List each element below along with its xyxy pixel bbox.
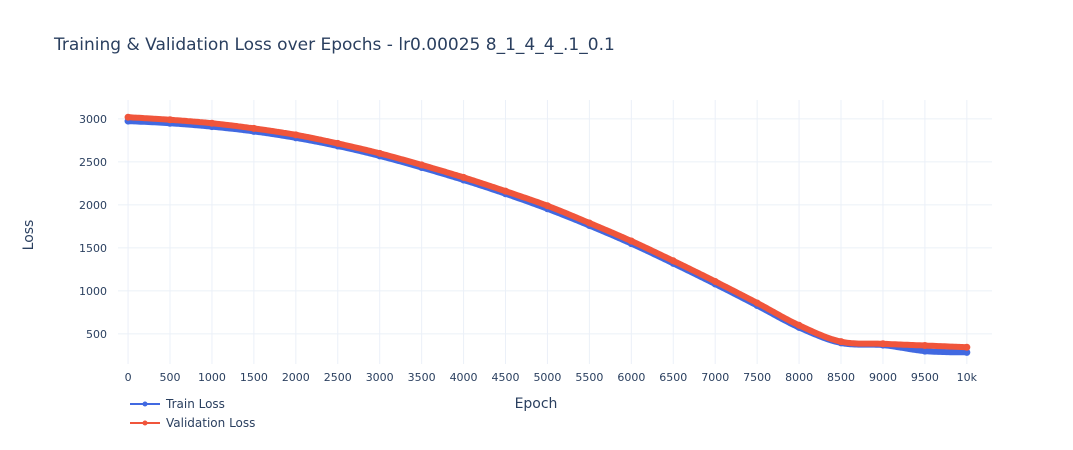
x-tick-label: 3500 bbox=[408, 371, 436, 384]
x-tick-label: 8500 bbox=[827, 371, 855, 384]
data-point bbox=[334, 139, 342, 147]
series-validation-loss bbox=[124, 113, 971, 351]
y-tick-label: 2000 bbox=[79, 199, 107, 212]
x-tick-label: 8000 bbox=[785, 371, 813, 384]
data-point bbox=[795, 321, 803, 329]
x-tick-label: 2500 bbox=[324, 371, 352, 384]
x-tick-label: 6000 bbox=[617, 371, 645, 384]
data-point bbox=[124, 113, 132, 121]
x-axis-title: Epoch bbox=[515, 396, 558, 412]
legend-marker-train bbox=[142, 401, 148, 407]
legend[interactable]: Train Loss Validation Loss bbox=[130, 397, 255, 430]
x-tick-label: 1000 bbox=[198, 371, 226, 384]
series-layer bbox=[124, 113, 971, 356]
data-point bbox=[963, 348, 971, 356]
x-tick-label: 10k bbox=[957, 371, 978, 384]
x-tick-label: 5500 bbox=[575, 371, 603, 384]
data-point bbox=[166, 116, 174, 124]
data-point bbox=[627, 237, 635, 245]
x-tick-label: 0 bbox=[125, 371, 132, 384]
data-point bbox=[669, 257, 677, 265]
y-tick-label: 1000 bbox=[79, 285, 107, 298]
data-point bbox=[250, 124, 258, 132]
x-tick-label: 4000 bbox=[450, 371, 478, 384]
data-point bbox=[963, 343, 971, 351]
grid-layer bbox=[118, 100, 992, 364]
x-tick-label: 5000 bbox=[533, 371, 561, 384]
x-tick-label: 1500 bbox=[240, 371, 268, 384]
y-axis-title: Loss bbox=[21, 220, 37, 251]
data-point bbox=[585, 219, 593, 227]
legend-label-validation: Validation Loss bbox=[166, 416, 255, 430]
x-tick-label: 2000 bbox=[282, 371, 310, 384]
chart-title: Training & Validation Loss over Epochs -… bbox=[53, 35, 615, 55]
data-point bbox=[879, 340, 887, 348]
x-tick-label: 3000 bbox=[366, 371, 394, 384]
data-point bbox=[208, 119, 216, 127]
legend-label-train: Train Loss bbox=[165, 397, 225, 411]
data-point bbox=[376, 149, 384, 157]
data-point bbox=[921, 342, 929, 350]
x-tick-label: 4500 bbox=[492, 371, 520, 384]
data-point bbox=[837, 338, 845, 346]
data-point bbox=[292, 131, 300, 139]
legend-item-train[interactable]: Train Loss bbox=[130, 397, 225, 411]
x-tick-label: 9000 bbox=[869, 371, 897, 384]
y-tick-label: 500 bbox=[86, 328, 107, 341]
data-point bbox=[711, 277, 719, 285]
data-point bbox=[753, 299, 761, 307]
data-point bbox=[460, 173, 468, 181]
tick-layer: 0 500 1000 1500 2000 2500 3000 3500 4000 4500 5000… bbox=[79, 113, 978, 384]
data-point bbox=[502, 187, 510, 195]
data-point bbox=[921, 347, 929, 355]
x-tick-label: 500 bbox=[160, 371, 181, 384]
legend-item-validation[interactable]: Validation Loss bbox=[130, 416, 255, 430]
y-tick-label: 1500 bbox=[79, 242, 107, 255]
x-tick-label: 9500 bbox=[911, 371, 939, 384]
y-tick-label: 3000 bbox=[79, 113, 107, 126]
x-tick-label: 7000 bbox=[701, 371, 729, 384]
data-point bbox=[418, 161, 426, 169]
x-tick-label: 6500 bbox=[659, 371, 687, 384]
data-point bbox=[543, 202, 551, 210]
y-tick-label: 2500 bbox=[79, 156, 107, 169]
legend-marker-validation bbox=[142, 420, 148, 426]
x-tick-label: 7500 bbox=[743, 371, 771, 384]
